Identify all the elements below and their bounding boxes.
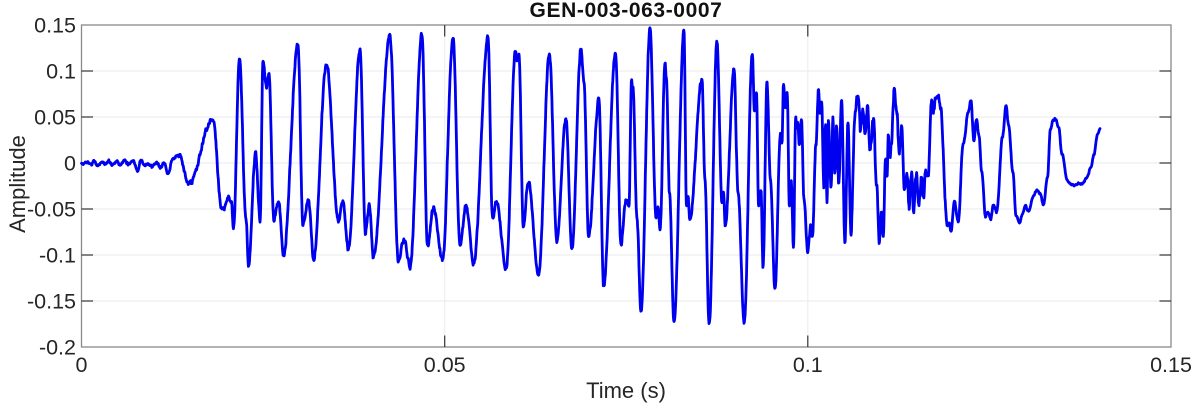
svg-text:-0.05: -0.05 [27, 198, 76, 222]
svg-text:0.1: 0.1 [793, 353, 823, 377]
svg-text:-0.1: -0.1 [39, 244, 76, 268]
svg-text:Amplitude: Amplitude [5, 135, 30, 233]
svg-text:-0.15: -0.15 [27, 290, 76, 314]
svg-text:Time (s): Time (s) [586, 378, 666, 403]
svg-text:0.05: 0.05 [424, 353, 466, 377]
svg-text:0: 0 [76, 353, 88, 377]
svg-text:0.1: 0.1 [46, 60, 76, 84]
svg-text:0.15: 0.15 [34, 14, 76, 38]
svg-text:0.05: 0.05 [34, 106, 76, 130]
svg-text:0.15: 0.15 [1150, 353, 1192, 377]
svg-text:0: 0 [64, 152, 76, 176]
svg-text:GEN-003-063-0007: GEN-003-063-0007 [530, 0, 723, 22]
svg-text:-0.2: -0.2 [39, 336, 76, 360]
